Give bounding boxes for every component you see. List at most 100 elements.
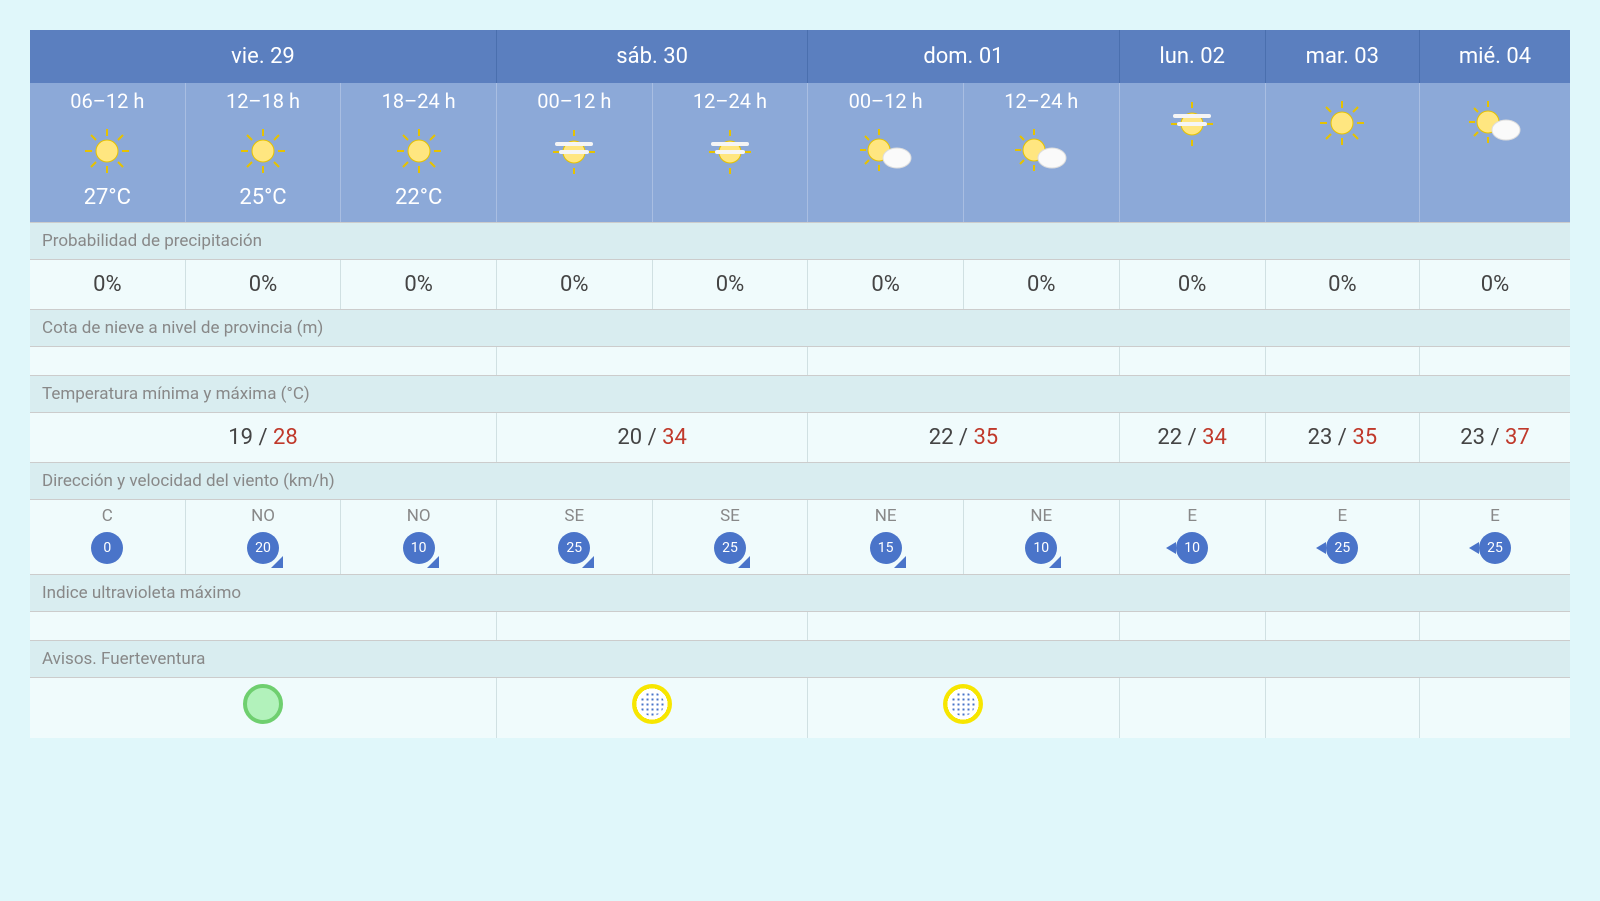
uv-value — [1266, 612, 1420, 640]
snow-value — [497, 347, 808, 375]
weather-icon — [1420, 89, 1570, 157]
day-header[interactable]: mar. 03 — [1266, 30, 1420, 83]
period-cell[interactable]: 18–24 h22°C — [341, 83, 497, 222]
aviso-cell — [808, 678, 1119, 738]
uv-value — [30, 612, 497, 640]
wind-row: C0NO20NO10SE25SE25NE15NE10E10E25E25 — [30, 500, 1570, 574]
precip-value: 0% — [808, 260, 964, 309]
wind-cell: NO10 — [341, 500, 497, 574]
uv-value — [1420, 612, 1570, 640]
wind-direction: SE — [497, 506, 652, 526]
precip-value: 0% — [186, 260, 342, 309]
aviso-green-icon — [243, 684, 283, 724]
aviso-row — [30, 678, 1570, 738]
snow-value — [30, 347, 497, 375]
period-cell[interactable]: 00–12 h — [808, 83, 964, 222]
wind-speed-badge: 25 — [1326, 532, 1358, 564]
precip-row: 0%0%0%0%0%0%0%0%0%0% — [30, 260, 1570, 309]
wind-cell: C0 — [30, 500, 186, 574]
wind-speed-badge: 25 — [558, 532, 590, 564]
wind-cell: E 10 — [1120, 500, 1266, 574]
weather-forecast-table: vie. 29sáb. 30dom. 01lun. 02mar. 03mié. … — [30, 30, 1570, 738]
day-header[interactable]: lun. 02 — [1120, 30, 1266, 83]
precip-value: 0% — [1420, 260, 1570, 309]
wind-speed-badge: 15 — [870, 532, 902, 564]
wind-direction: SE — [653, 506, 808, 526]
period-label: 06–12 h — [30, 89, 185, 113]
wind-cell: SE 25 — [497, 500, 653, 574]
wind-cell: NE 15 — [808, 500, 964, 574]
period-label: 00–12 h — [497, 89, 652, 113]
wind-direction: NO — [186, 506, 341, 526]
wind-cell: NE10 — [964, 500, 1120, 574]
snow-value — [1120, 347, 1266, 375]
wind-direction: C — [30, 506, 185, 526]
period-label: 18–24 h — [341, 89, 496, 113]
aviso-cell — [1420, 678, 1570, 738]
wind-speed-badge: 25 — [714, 532, 746, 564]
wind-speed-badge: 20 — [247, 532, 279, 564]
snow-section-header: Cota de nieve a nivel de provincia (m) — [30, 309, 1570, 347]
aviso-yellow-icon — [943, 684, 983, 724]
day-header[interactable]: sáb. 30 — [497, 30, 808, 83]
temp-minmax: 19 / 28 — [30, 413, 497, 462]
uv-value — [1120, 612, 1266, 640]
wind-direction: NE — [964, 506, 1119, 526]
uv-value — [808, 612, 1119, 640]
aviso-cell — [1120, 678, 1266, 738]
period-label: 12–24 h — [653, 89, 808, 113]
weather-icon — [653, 117, 808, 185]
precip-value: 0% — [964, 260, 1120, 309]
precip-value: 0% — [497, 260, 653, 309]
wind-speed-badge: 10 — [403, 532, 435, 564]
precip-value: 0% — [1120, 260, 1266, 309]
uv-value — [497, 612, 808, 640]
period-cell[interactable]: 12–18 h25°C — [186, 83, 342, 222]
period-cell[interactable] — [1266, 83, 1420, 222]
day-header[interactable]: mié. 04 — [1420, 30, 1570, 83]
period-cell[interactable] — [1420, 83, 1570, 222]
aviso-yellow-icon — [632, 684, 672, 724]
period-label: 12–24 h — [964, 89, 1119, 113]
wind-direction: E — [1266, 506, 1419, 526]
wind-speed-badge: 10 — [1176, 532, 1208, 564]
period-cell[interactable]: 12–24 h — [964, 83, 1120, 222]
uv-section-header: Indice ultravioleta máximo — [30, 574, 1570, 612]
aviso-cell — [30, 678, 497, 738]
weather-icon — [497, 117, 652, 185]
day-header-row: vie. 29sáb. 30dom. 01lun. 02mar. 03mié. … — [30, 30, 1570, 83]
temp-row: 19 / 2820 / 3422 / 3522 / 3423 / 3523 / … — [30, 413, 1570, 462]
period-cell[interactable]: 00–12 h — [497, 83, 653, 222]
period-label: 00–12 h — [808, 89, 963, 113]
precip-value: 0% — [30, 260, 186, 309]
day-header[interactable]: dom. 01 — [808, 30, 1119, 83]
weather-icon — [1120, 89, 1265, 157]
weather-icon — [30, 117, 185, 185]
temp-minmax: 22 / 35 — [808, 413, 1119, 462]
snow-row — [30, 347, 1570, 375]
temp-minmax: 23 / 37 — [1420, 413, 1570, 462]
temp-section-header: Temperatura mínima y máxima (°C) — [30, 375, 1570, 413]
uv-row — [30, 612, 1570, 640]
day-header[interactable]: vie. 29 — [30, 30, 497, 83]
period-row: 06–12 h27°C12–18 h25°C18–24 h22°C00–12 h… — [30, 83, 1570, 222]
period-temp: 27°C — [30, 185, 185, 210]
wind-cell: E 25 — [1266, 500, 1420, 574]
weather-icon — [341, 117, 496, 185]
period-temp: 25°C — [186, 185, 341, 210]
snow-value — [808, 347, 1119, 375]
precip-value: 0% — [341, 260, 497, 309]
weather-icon — [186, 117, 341, 185]
wind-direction: E — [1120, 506, 1265, 526]
weather-icon — [808, 117, 963, 185]
wind-direction: NE — [808, 506, 963, 526]
precip-value: 0% — [1266, 260, 1420, 309]
snow-value — [1420, 347, 1570, 375]
period-cell[interactable]: 12–24 h — [653, 83, 809, 222]
aviso-section-header: Avisos. Fuerteventura — [30, 640, 1570, 678]
period-cell[interactable] — [1120, 83, 1266, 222]
period-cell[interactable]: 06–12 h 27°C — [30, 83, 186, 222]
precip-value: 0% — [653, 260, 809, 309]
temp-minmax: 22 / 34 — [1120, 413, 1266, 462]
temp-minmax: 20 / 34 — [497, 413, 808, 462]
